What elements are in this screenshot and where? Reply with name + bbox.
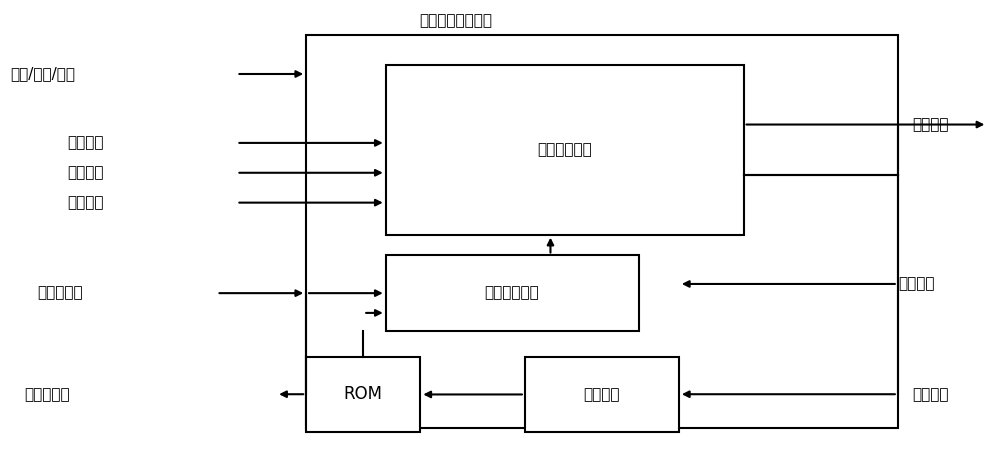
Text: 查表输出值: 查表输出值 bbox=[25, 387, 70, 402]
Text: 上升步进: 上升步进 bbox=[67, 165, 104, 180]
Bar bbox=[525, 357, 679, 432]
Text: 下降步进: 下降步进 bbox=[67, 195, 104, 210]
Text: 时钟/复位/使能: 时钟/复位/使能 bbox=[11, 66, 76, 81]
Text: 基带数据: 基带数据 bbox=[67, 135, 104, 150]
Bar bbox=[306, 35, 898, 428]
Text: 累加状态: 累加状态 bbox=[913, 387, 949, 402]
Bar bbox=[306, 357, 420, 432]
Bar bbox=[386, 65, 744, 235]
Text: 累加模块: 累加模块 bbox=[583, 387, 620, 402]
Text: 累加状态控制: 累加状态控制 bbox=[537, 142, 592, 157]
Text: ROM: ROM bbox=[343, 385, 382, 403]
Text: 幅值比较判决: 幅值比较判决 bbox=[485, 286, 539, 301]
Text: 幅度要求值: 幅度要求值 bbox=[38, 286, 83, 301]
Text: 累加步进: 累加步进 bbox=[898, 277, 934, 292]
Bar bbox=[386, 255, 639, 331]
Text: 成型脉冲: 成型脉冲 bbox=[913, 117, 949, 132]
Text: 边沿成型控制模块: 边沿成型控制模块 bbox=[419, 13, 492, 28]
